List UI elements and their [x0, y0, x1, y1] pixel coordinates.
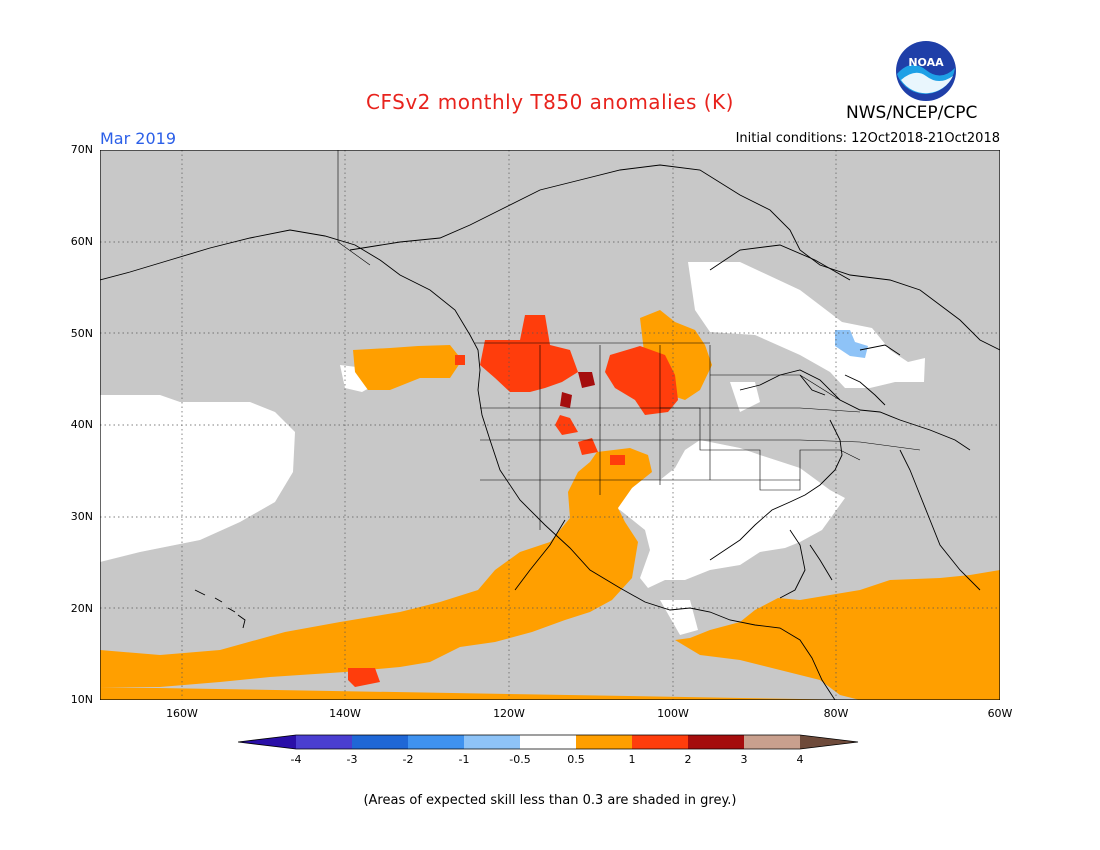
- colorbar-label: -0.5: [509, 753, 531, 766]
- colorbar-label: 1: [628, 753, 636, 766]
- anomaly-map: [100, 150, 1000, 700]
- political-borders: [337, 150, 921, 530]
- lat-label: 40N: [70, 418, 93, 431]
- lon-label: 80W: [823, 707, 849, 720]
- colorbar-swatch: [408, 735, 464, 749]
- graticule: [100, 150, 1000, 700]
- colorbar-label: 2: [684, 753, 692, 766]
- colorbar-label: -2: [402, 753, 414, 766]
- colorbar-label: 0.5: [567, 753, 585, 766]
- cool-anomaly-region: [835, 330, 868, 358]
- skill-footnote: (Areas of expected skill less than 0.3 a…: [363, 793, 737, 808]
- agency-label: NWS/NCEP/CPC: [846, 103, 978, 123]
- colorbar-label: 3: [740, 753, 748, 766]
- colorbar-label: 4: [796, 753, 804, 766]
- near-normal-regions: [100, 262, 925, 635]
- forecast-period: Mar 2019: [100, 129, 176, 148]
- colorbar-swatch: [352, 735, 408, 749]
- colorbar-swatch: [632, 735, 688, 749]
- colorbar-label: -1: [458, 753, 470, 766]
- lon-label: 140W: [329, 707, 361, 720]
- lat-label: 50N: [70, 327, 93, 340]
- warm-anomaly-regions-2-3: [560, 372, 595, 408]
- lon-label: 60W: [987, 707, 1013, 720]
- colorbar-swatch: [744, 735, 800, 749]
- lon-label: 100W: [657, 707, 689, 720]
- colorbar-label: -3: [346, 753, 358, 766]
- colorbar: [238, 734, 859, 750]
- colorbar-swatch: [520, 735, 576, 749]
- map-title: CFSv2 monthly T850 anomalies (K): [366, 90, 734, 114]
- lat-label: 60N: [70, 235, 93, 248]
- lat-label: 30N: [70, 510, 93, 523]
- lat-label: 10N: [70, 693, 93, 706]
- hawaii-islands: [194, 589, 246, 629]
- colorbar-swatch: [800, 735, 858, 749]
- lon-label: 120W: [493, 707, 525, 720]
- logo-text: NOAA: [908, 56, 944, 69]
- colorbar-swatch: [238, 735, 296, 749]
- colorbar-swatch: [296, 735, 352, 749]
- lon-label: 160W: [166, 707, 198, 720]
- colorbar-swatch: [464, 735, 520, 749]
- colorbar-swatch: [576, 735, 632, 749]
- initial-conditions: Initial conditions: 12Oct2018-21Oct2018: [735, 131, 1000, 146]
- lat-label: 70N: [70, 143, 93, 156]
- lat-label: 20N: [70, 602, 93, 615]
- colorbar-swatch: [688, 735, 744, 749]
- noaa-logo-icon: NOAA: [895, 40, 957, 106]
- colorbar-label: -4: [290, 753, 302, 766]
